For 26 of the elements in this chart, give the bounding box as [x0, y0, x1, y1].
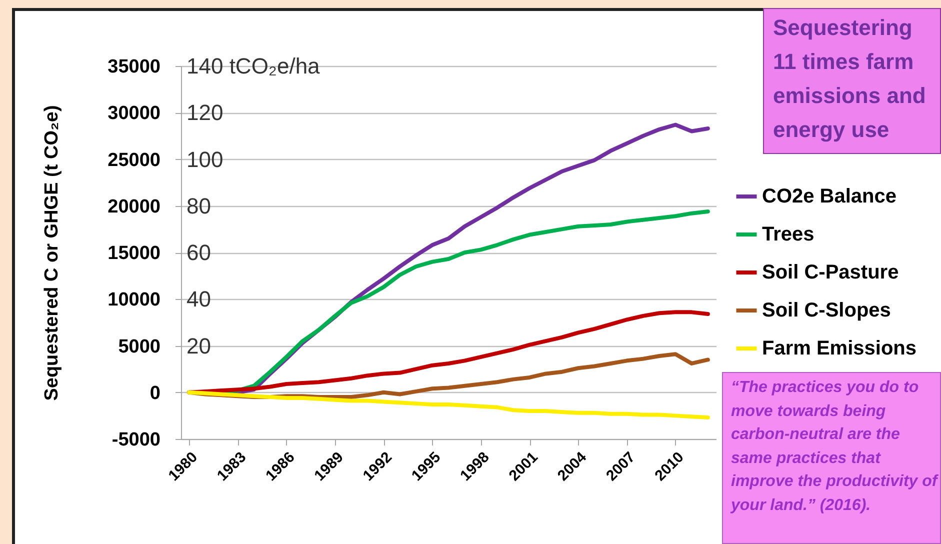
y-tick-label: 30000: [108, 103, 160, 124]
y2-tick-label: 40: [186, 286, 211, 312]
y-tick-label: 35000: [108, 56, 160, 78]
y-axis-title: Sequestered C or GHGE (t CO₂e): [42, 105, 63, 401]
y-tick-label: 20000: [108, 196, 160, 218]
legend-label: CO2e Balance: [762, 186, 897, 208]
y-tick-label: 5000: [118, 336, 160, 358]
y-tick-label: 15000: [108, 243, 160, 264]
y2-tick-label: 100: [186, 146, 224, 172]
y2-tick-label: 20: [186, 333, 211, 358]
line-series: [187, 310, 710, 394]
text: “The practices you do to move towards being carbon-neutral are the same practices that improve the productivity of your land.” (2016).: [722, 372, 941, 544]
legend-label: Trees: [762, 224, 814, 246]
y2-tick-label: 80: [186, 193, 211, 218]
y-tick-label: 25000: [108, 150, 160, 171]
legend-label: Soil C-Pasture: [762, 262, 899, 284]
y-tick-label: 0: [150, 382, 160, 404]
y2-tick-label: 120: [186, 100, 224, 126]
y-tick-label: -5000: [112, 430, 160, 450]
legend-label: Farm Emissions: [762, 338, 917, 360]
line-series: [187, 390, 710, 420]
text: Sequestering 11 times farm emissions and energy use: [763, 8, 941, 154]
y2-tick-label: 140 tCO₂e/ha: [186, 54, 321, 78]
y-tick-label: 10000: [108, 290, 160, 311]
y2-tick-label: 60: [186, 240, 211, 265]
legend-label: Soil C-Slopes: [762, 300, 891, 322]
